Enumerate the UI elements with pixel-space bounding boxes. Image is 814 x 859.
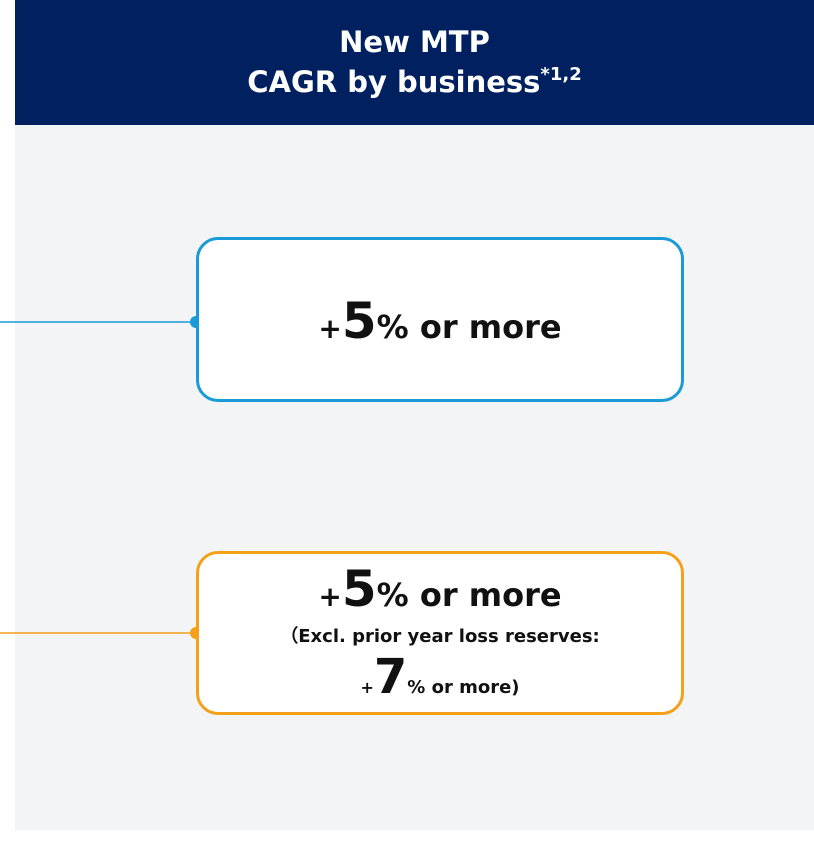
value: 5 bbox=[341, 560, 377, 618]
target-box: +5% or more （Excl. prior year loss reser… bbox=[196, 551, 684, 715]
note: +7% or more) bbox=[199, 650, 681, 715]
prefix: + bbox=[318, 312, 342, 345]
prefix: + bbox=[318, 580, 342, 613]
target-text: +5% or more bbox=[199, 292, 681, 350]
header: New MTP CAGR by business*1,2 bbox=[15, 0, 814, 125]
suffix: % or more bbox=[376, 308, 562, 346]
title-text: CAGR by business bbox=[247, 65, 541, 99]
note: （Excl. prior year loss reserves: bbox=[280, 626, 600, 647]
superscript: *1,2 bbox=[540, 64, 582, 85]
target-box: +5% or more bbox=[196, 237, 684, 402]
target-text: +5% or more bbox=[199, 562, 681, 624]
value: 5 bbox=[341, 292, 377, 350]
title-line: CAGR by business*1,2 bbox=[15, 62, 814, 102]
suffix: % or more) bbox=[407, 677, 520, 698]
suffix: % or more bbox=[376, 576, 562, 614]
title-line: New MTP bbox=[339, 25, 490, 59]
prefix: + bbox=[360, 678, 374, 697]
value: 7 bbox=[373, 649, 408, 705]
